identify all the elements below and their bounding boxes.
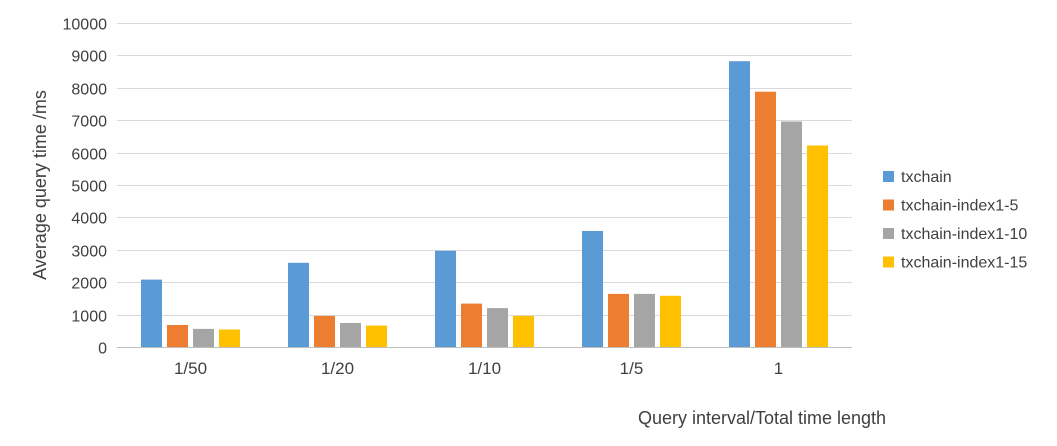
y-tick-label: 7000 bbox=[71, 114, 107, 131]
bar-txchain-index1-10-1_5 bbox=[634, 293, 655, 347]
legend-swatch bbox=[883, 228, 894, 239]
bar-txchain-index1-15-1 bbox=[807, 145, 828, 347]
bar-txchain-index1-10-1_20 bbox=[340, 323, 361, 347]
bar-txchain-index1-10-1_10 bbox=[487, 308, 508, 347]
bar-txchain-1_5 bbox=[582, 231, 603, 347]
legend-swatch bbox=[883, 171, 894, 182]
bar-txchain-index1-15-1_5 bbox=[660, 295, 681, 347]
y-tick-label: 0 bbox=[98, 341, 107, 358]
y-tick-label: 3000 bbox=[71, 244, 107, 261]
y-tick-label: 2000 bbox=[71, 276, 107, 293]
y-tick-label: 1000 bbox=[71, 309, 107, 326]
bar-txchain-index1-10-1_50 bbox=[193, 328, 214, 347]
bar-txchain-index1-5-1_10 bbox=[461, 303, 482, 347]
legend-swatch bbox=[883, 199, 894, 211]
x-tick-label: 1/20 bbox=[321, 359, 354, 378]
y-tick-label: 4000 bbox=[71, 211, 107, 228]
y-axis-title: Average query time /ms bbox=[30, 90, 50, 280]
bar-txchain-1_50 bbox=[141, 279, 162, 347]
y-tick-label: 6000 bbox=[71, 147, 107, 164]
bar-txchain-1 bbox=[729, 61, 750, 347]
legend-label: txchain-index1-15 bbox=[901, 255, 1027, 272]
x-tick-label: 1/5 bbox=[620, 359, 644, 378]
bar-txchain-index1-15-1_20 bbox=[366, 325, 387, 347]
legend-swatch bbox=[883, 256, 894, 268]
x-tick-labels: 1/50 1/20 1/10 1/5 1 bbox=[174, 359, 783, 378]
bar-txchain-index1-5-1_50 bbox=[167, 325, 188, 347]
bar-txchain-index1-5-1 bbox=[755, 91, 776, 347]
y-tick-label: 9000 bbox=[71, 49, 107, 66]
gridlines bbox=[117, 23, 852, 348]
bar-txchain-1_20 bbox=[288, 262, 309, 347]
legend: txchain txchain-index1-5 txchain-index1-10… bbox=[883, 169, 1027, 272]
x-axis-title: Query interval/Total time length bbox=[638, 408, 886, 428]
y-tick-label: 5000 bbox=[71, 179, 107, 196]
bar-txchain-1_10 bbox=[435, 250, 456, 347]
bar-txchain-index1-5-1_20 bbox=[314, 315, 335, 347]
bar-txchain-index1-15-1_50 bbox=[219, 329, 240, 347]
y-tick-label: 10000 bbox=[63, 17, 108, 34]
x-tick-label: 1 bbox=[774, 359, 783, 378]
bars bbox=[141, 61, 828, 347]
y-tick-labels: 0 1000 2000 3000 4000 5000 6000 7000 8000 9000 100… bbox=[63, 17, 108, 358]
bar-txchain-index1-10-1 bbox=[781, 121, 802, 347]
legend-label: txchain bbox=[901, 169, 952, 186]
x-tick-label: 1/10 bbox=[468, 359, 501, 378]
legend-label: txchain-index1-5 bbox=[901, 198, 1019, 215]
bar-txchain-index1-5-1_5 bbox=[608, 293, 629, 347]
y-tick-label: 8000 bbox=[71, 82, 107, 99]
bar-txchain-index1-15-1_10 bbox=[513, 315, 534, 347]
legend-label: txchain-index1-10 bbox=[901, 226, 1027, 243]
x-tick-label: 1/50 bbox=[174, 359, 207, 378]
